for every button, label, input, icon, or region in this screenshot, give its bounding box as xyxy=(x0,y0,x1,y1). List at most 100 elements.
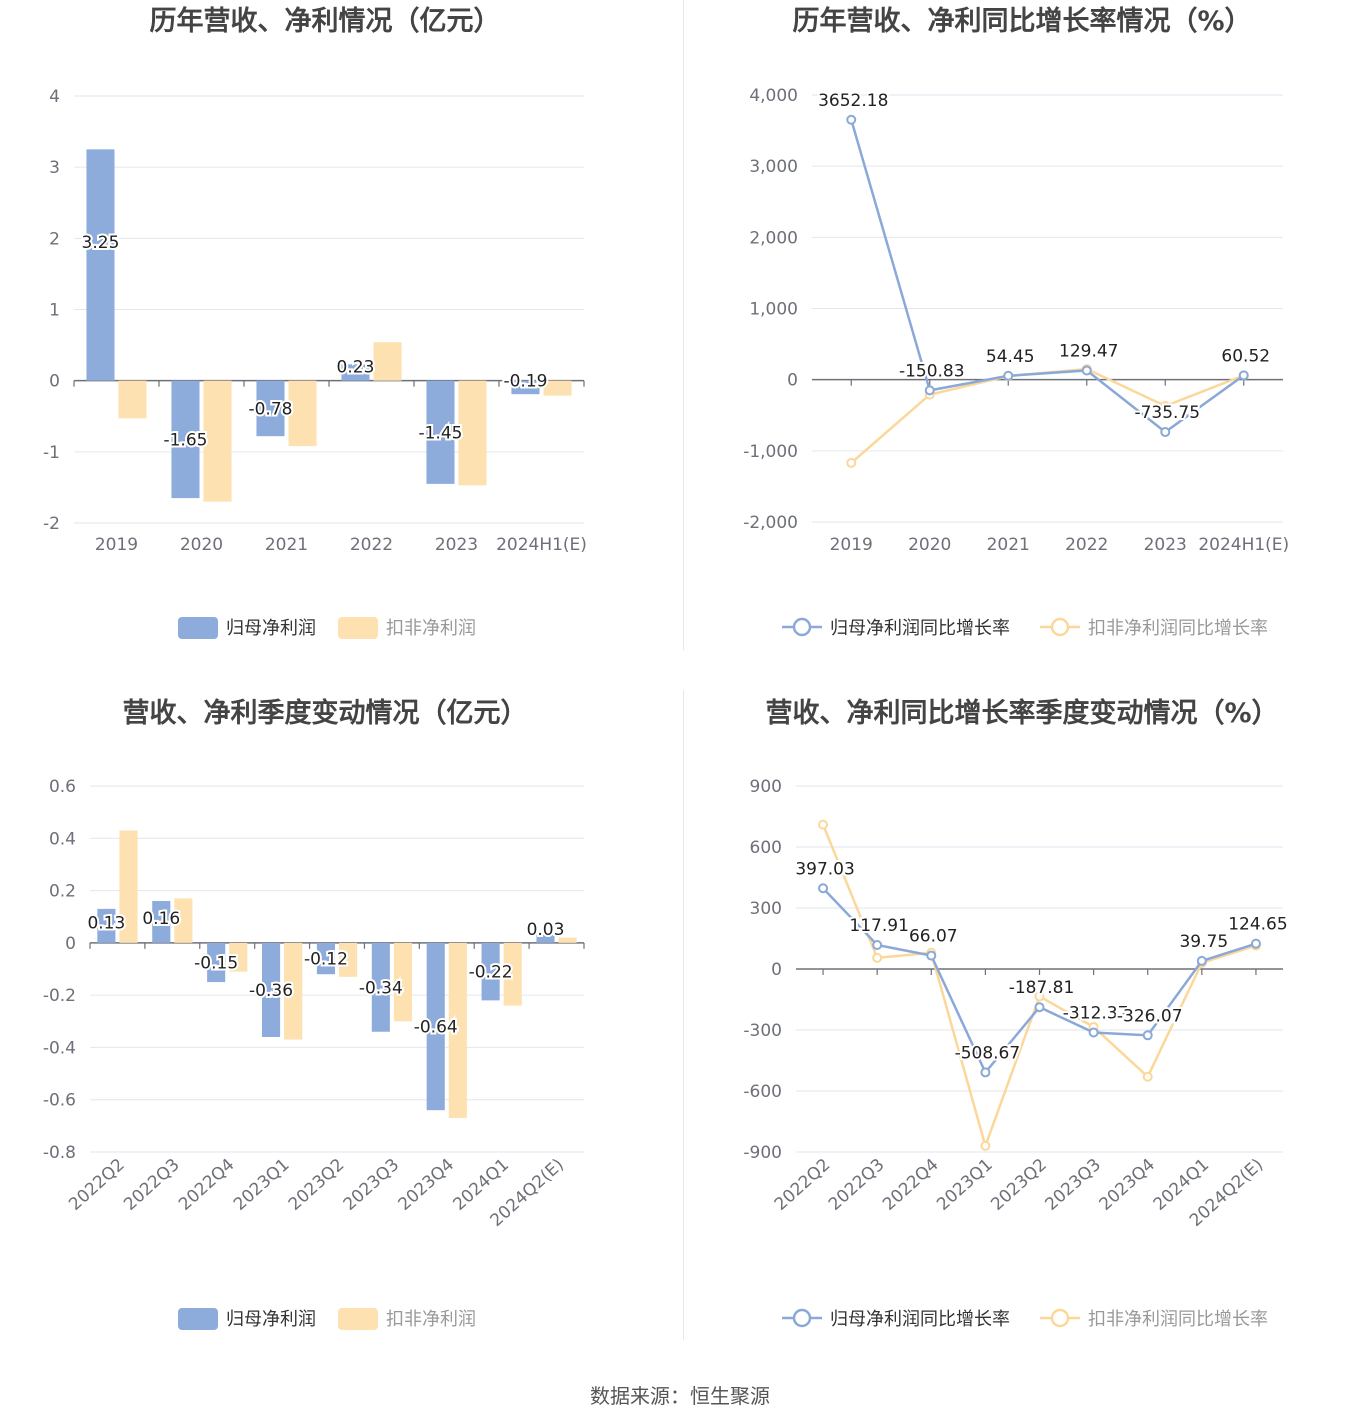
deducted-growth-point xyxy=(1142,1071,1153,1082)
bar-parent-net-profit xyxy=(371,942,390,1032)
x-tick-label: 2021 xyxy=(265,535,308,555)
bar-deducted-net-profit xyxy=(448,942,467,1119)
parent-growth-point xyxy=(1250,938,1261,949)
bar-parent-net-profit xyxy=(207,942,226,983)
y-tick-label: 0 xyxy=(771,960,782,980)
x-tick-label: 2022Q4 xyxy=(175,1155,239,1215)
parent-growth-point xyxy=(1088,1027,1099,1038)
bar-deducted-net-profit xyxy=(543,380,572,396)
x-tick-label: 2024H1(E) xyxy=(1198,535,1289,555)
data-label: -150.83 xyxy=(899,361,965,381)
y-tick-label: 3,000 xyxy=(749,157,798,177)
bar-deducted-net-profit xyxy=(229,942,248,972)
bar-parent-net-profit xyxy=(261,942,281,1037)
parent-growth-point xyxy=(1238,370,1249,381)
bar-parent-net-profit xyxy=(97,908,116,943)
y-tick-label: 1 xyxy=(49,301,60,321)
x-tick-label: 2019 xyxy=(95,535,138,555)
x-tick-label: 2022Q3 xyxy=(120,1155,184,1215)
legend-label: 归母净利润同比增长率 xyxy=(830,1309,1010,1330)
deducted-growth-point xyxy=(980,1140,991,1151)
legend-label: 归母净利润 xyxy=(226,1309,316,1330)
y-tick-label: -600 xyxy=(743,1082,782,1102)
x-tick-label: 2019 xyxy=(830,535,873,555)
data-label: 3652.18 xyxy=(818,91,888,111)
chart-panel-annual-profit: 历年营收、净利情况（亿元） 4 3 2 1 0 -1 -2 2019 2020 2021 2022 20… xyxy=(0,0,680,690)
chart-panel-annual-growth: 历年营收、净利同比增长率情况（%） 4,000 3,000 2,000 1,000 0 -1… xyxy=(680,0,1360,690)
x-tick-label: 2022Q4 xyxy=(879,1155,943,1215)
bar-deducted-net-profit xyxy=(558,937,577,943)
deducted-growth-point xyxy=(846,457,857,468)
bar-deducted-net-profit xyxy=(393,942,413,1022)
parent-growth-point xyxy=(924,385,935,396)
x-tick-label: 2023Q1 xyxy=(933,1155,997,1215)
parent-growth-point xyxy=(1160,427,1171,438)
parent-growth-point xyxy=(1034,1002,1045,1013)
deducted-growth-point xyxy=(1034,991,1045,1002)
data-label: 54.45 xyxy=(986,347,1035,367)
x-tick-label: 2023Q4 xyxy=(395,1155,459,1215)
y-tick-label: 4,000 xyxy=(749,86,798,106)
x-tick-label: 2023 xyxy=(435,535,478,555)
data-label: 129.47 xyxy=(1059,341,1118,361)
bar-deducted-net-profit xyxy=(288,380,317,447)
legend-label: 归母净利润同比增长率 xyxy=(830,618,1010,639)
legend-label: 扣非净利润 xyxy=(386,1309,476,1330)
legend-label: 扣非净利润同比增长率 xyxy=(1088,618,1268,639)
parent-growth-point xyxy=(818,883,829,894)
bar-deducted-net-profit xyxy=(373,342,402,381)
bar-deducted-net-profit xyxy=(119,830,138,943)
bar-deducted-net-profit xyxy=(458,380,487,486)
legend-swatch-deducted-net-profit xyxy=(338,1308,378,1330)
y-tick-label: 1,000 xyxy=(749,300,798,320)
y-tick-label: -2,000 xyxy=(743,513,798,533)
y-tick-label: 0 xyxy=(787,371,798,391)
bar-deducted-net-profit xyxy=(284,942,303,1040)
bar-parent-net-profit xyxy=(256,380,285,437)
bar-deducted-net-profit xyxy=(174,898,193,943)
data-label: -735.75 xyxy=(1134,403,1200,423)
parent-growth-point xyxy=(1142,1030,1153,1041)
data-label: 117.91 xyxy=(849,916,908,936)
x-tick-label: 2023Q3 xyxy=(340,1155,404,1215)
x-tick-label: 2024H1(E) xyxy=(496,535,587,555)
data-label: -0.22 xyxy=(469,963,513,983)
y-tick-label: -300 xyxy=(743,1021,782,1041)
y-tick-label: -2 xyxy=(43,514,60,534)
y-tick-label: 4 xyxy=(49,87,60,107)
bar-deducted-net-profit xyxy=(339,942,358,977)
data-label: -0.36 xyxy=(249,981,293,1001)
y-tick-label: -0.2 xyxy=(43,986,76,1006)
data-label: -0.19 xyxy=(503,372,547,392)
y-tick-label: 600 xyxy=(750,838,782,858)
bar-parent-net-profit xyxy=(341,364,370,381)
x-tick-label: 2022Q3 xyxy=(825,1155,889,1215)
data-label: -1.45 xyxy=(418,423,462,443)
data-label: 397.03 xyxy=(795,859,854,879)
chart-title: 营收、净利同比增长率季度变动情况（%） xyxy=(765,697,1278,729)
y-tick-label: 3 xyxy=(49,158,60,178)
legend-swatch-deducted-net-profit xyxy=(338,617,378,639)
data-label: 0.16 xyxy=(142,909,180,929)
data-label: -1.65 xyxy=(163,430,207,450)
chart-panel-quarterly-growth: 营收、净利同比增长率季度变动情况（%） 900 600 300 0 -300 -600 -90… xyxy=(680,690,1360,1380)
y-tick-label: 2,000 xyxy=(749,228,798,248)
legend-label: 归母净利润 xyxy=(226,618,316,639)
data-label: 0.03 xyxy=(527,920,565,940)
y-tick-label: -1 xyxy=(43,443,60,463)
parent-growth-point xyxy=(1081,365,1092,376)
y-tick-label: -0.6 xyxy=(43,1091,76,1111)
legend-marker xyxy=(1050,617,1070,637)
x-tick-label: 2023Q2 xyxy=(987,1155,1051,1215)
y-tick-label: 900 xyxy=(750,777,782,797)
chart-title: 历年营收、净利同比增长率情况（%） xyxy=(792,5,1251,37)
data-label: -0.34 xyxy=(359,978,403,998)
data-label: 124.65 xyxy=(1228,915,1287,935)
divider-bottom xyxy=(683,690,684,1340)
bar-deducted-net-profit xyxy=(503,942,522,1006)
legend-swatch-parent-net-profit xyxy=(178,1308,218,1330)
x-tick-label: 2023Q1 xyxy=(230,1155,294,1215)
x-tick-label: 2022 xyxy=(350,535,393,555)
data-label: 39.75 xyxy=(1179,932,1228,952)
parent-growth-line xyxy=(850,119,1245,434)
